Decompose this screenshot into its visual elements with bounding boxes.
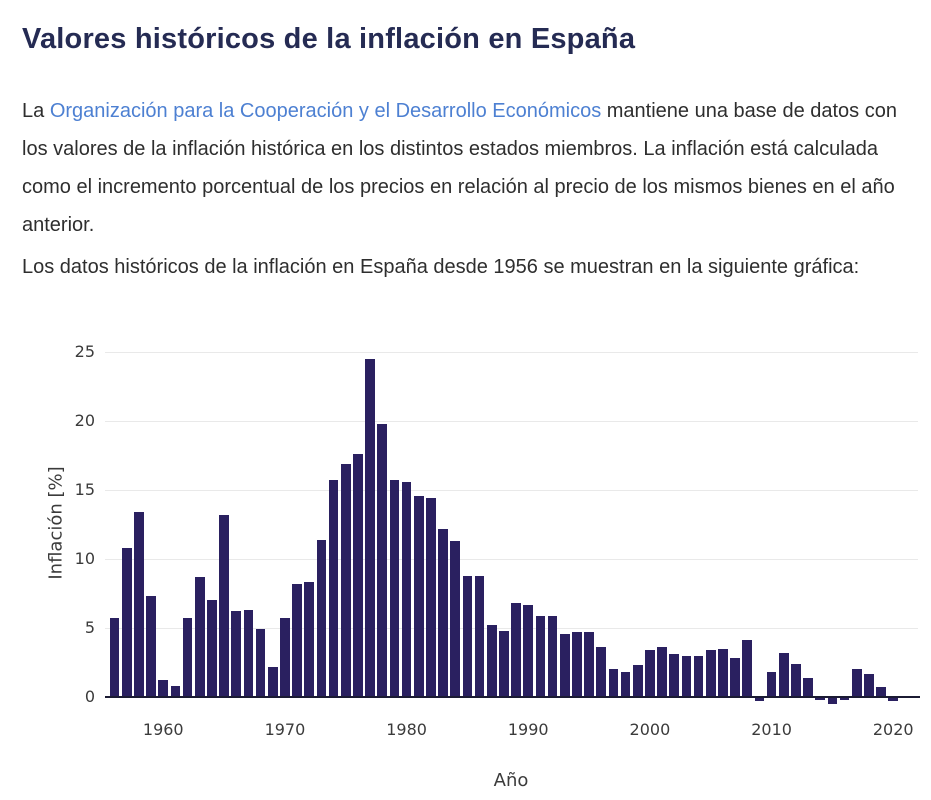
intro-paragraph: La Organización para la Cooperación y el…: [22, 92, 916, 244]
bar-1996: [596, 647, 607, 697]
bar-2016: [839, 697, 850, 700]
y-tick-label-0: 0: [84, 687, 95, 706]
bar-1992: [547, 615, 558, 697]
bar-2000: [645, 650, 655, 697]
bar-1984: [450, 541, 461, 697]
bar-2001: [657, 647, 667, 697]
y-tick-label-15: 15: [74, 480, 95, 499]
y-tick-label-5: 5: [84, 618, 95, 637]
bar-1976: [353, 454, 363, 697]
bar-1969: [267, 666, 278, 697]
bar-1963: [194, 576, 205, 697]
bar-1991: [535, 615, 546, 697]
page-title: Valores históricos de la inflación en Es…: [22, 23, 636, 56]
bar-2009: [754, 697, 765, 702]
bar-1999: [632, 665, 643, 697]
bar-1973: [316, 539, 327, 697]
bar-1968: [255, 629, 266, 697]
y-tick-label-10: 10: [74, 549, 95, 568]
bar-1990: [523, 604, 534, 697]
bar-2007: [730, 658, 740, 697]
bar-1967: [243, 610, 254, 697]
bar-2012: [791, 663, 801, 697]
bar-2004: [693, 655, 704, 697]
inflation-bar-chart: Inflación [%] Año 0 5 10 15 20 25 1960 1970 1980…: [0, 330, 931, 800]
x-tick-label-2000: 2000: [629, 720, 671, 739]
bar-1974: [328, 480, 339, 697]
bar-1998: [620, 672, 631, 697]
bar-1983: [438, 528, 448, 697]
bar-1957: [121, 547, 132, 697]
chart-intro-paragraph: Los datos históricos de la inflación en …: [22, 256, 860, 278]
bar-1961: [170, 685, 181, 697]
y-tick-label-20: 20: [74, 411, 95, 430]
bar-2018: [864, 673, 874, 697]
bar-2010: [766, 672, 777, 697]
x-axis-label: Año: [493, 770, 529, 791]
bar-2019: [876, 687, 886, 697]
bar-1980: [401, 481, 412, 697]
bar-1958: [134, 512, 144, 697]
bar-1981: [413, 495, 424, 697]
paragraph-text-after-link: mantiene una base de datos con los valor…: [22, 100, 897, 236]
x-tick-label-1970: 1970: [264, 720, 306, 739]
bar-1977: [365, 358, 375, 697]
bar-1972: [304, 582, 315, 697]
bar-1997: [608, 669, 619, 697]
bar-2015: [827, 697, 838, 704]
paragraph-text-before-link: La: [22, 100, 50, 122]
bar-1995: [584, 632, 594, 697]
oecd-link[interactable]: Organización para la Cooperación y el De…: [49, 100, 602, 122]
bar-1966: [231, 611, 242, 697]
x-tick-label-2020: 2020: [872, 720, 914, 739]
bar-2003: [681, 655, 692, 697]
bar-1982: [426, 498, 436, 697]
bar-1965: [219, 514, 229, 697]
bar-2008: [742, 640, 753, 697]
bar-1994: [572, 632, 582, 697]
gridline-25: [105, 352, 918, 353]
bar-1988: [499, 630, 509, 697]
gridline-20: [105, 421, 918, 422]
x-tick-label-1980: 1980: [386, 720, 427, 739]
bar-1971: [292, 583, 302, 697]
bar-1964: [207, 600, 217, 697]
x-tick-label-1960: 1960: [142, 720, 184, 739]
bar-1962: [182, 618, 193, 697]
bar-2014: [815, 697, 826, 700]
gridline-10: [105, 559, 918, 560]
bar-2006: [718, 648, 728, 697]
bar-2011: [778, 652, 789, 697]
bar-1975: [340, 463, 351, 697]
bar-2017: [851, 669, 862, 697]
bar-1979: [389, 480, 400, 697]
bar-1989: [511, 603, 521, 697]
bar-1956: [109, 618, 120, 697]
x-axis-line: [105, 696, 920, 698]
bar-2002: [669, 654, 680, 697]
x-tick-label-1990: 1990: [507, 720, 549, 739]
bar-2005: [705, 650, 716, 697]
bar-1985: [462, 575, 473, 697]
bar-1959: [146, 596, 156, 697]
bar-1960: [158, 680, 169, 697]
bar-1993: [559, 633, 570, 697]
bar-1986: [474, 575, 485, 697]
bar-1987: [486, 625, 497, 697]
x-tick-label-2010: 2010: [751, 720, 792, 739]
gridline-15: [105, 490, 918, 491]
y-tick-label-25: 25: [74, 342, 95, 361]
bar-2020: [888, 697, 899, 702]
bar-2013: [803, 677, 813, 697]
bar-1978: [377, 423, 388, 697]
bar-1970: [280, 618, 290, 697]
